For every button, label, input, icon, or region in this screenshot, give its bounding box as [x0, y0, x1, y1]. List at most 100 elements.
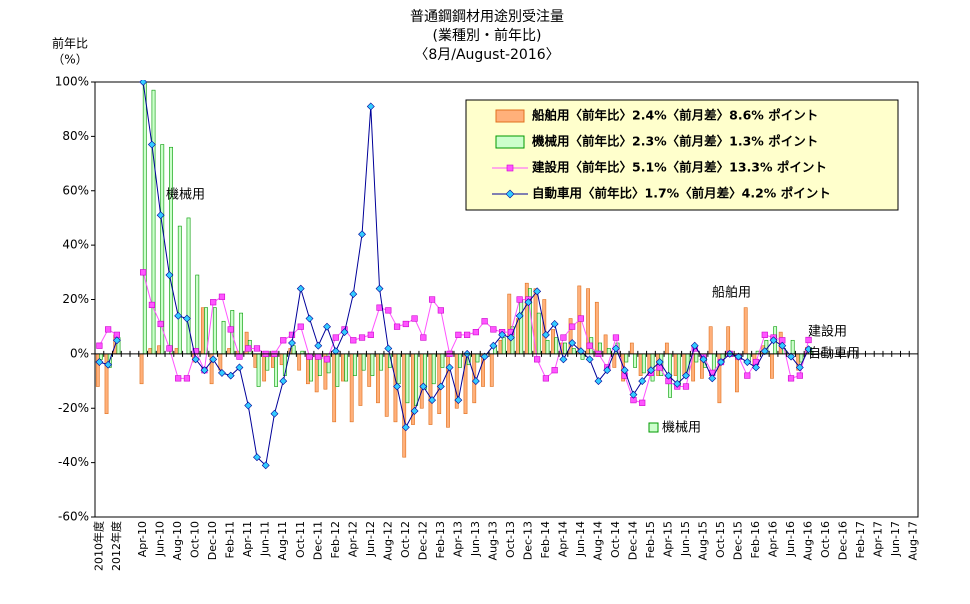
- marker: [411, 315, 418, 322]
- bar: [554, 337, 559, 355]
- x-tick-label: Aug-12: [381, 521, 394, 560]
- marker: [227, 326, 234, 333]
- marker: [112, 336, 121, 345]
- marker: [191, 355, 200, 364]
- marker: [638, 377, 647, 385]
- marker: [288, 331, 296, 338]
- bar: [239, 312, 243, 355]
- marker: [743, 358, 752, 366]
- marker: [105, 326, 112, 333]
- x-tick-label: Feb-16: [749, 521, 762, 558]
- marker: [332, 334, 339, 341]
- marker: [787, 375, 795, 382]
- bar: [440, 353, 445, 368]
- bar: [501, 337, 506, 355]
- marker: [559, 355, 568, 364]
- marker: [174, 311, 183, 320]
- x-tick-label: Dec-12: [416, 521, 429, 560]
- bar: [571, 348, 576, 355]
- marker: [639, 399, 646, 406]
- bar: [332, 353, 337, 423]
- bar: [218, 353, 223, 371]
- bar: [376, 353, 380, 404]
- marker: [481, 318, 488, 325]
- bar: [458, 353, 462, 368]
- marker: [306, 353, 313, 360]
- marker: [402, 320, 409, 328]
- marker: [367, 331, 374, 338]
- bar: [177, 225, 182, 355]
- bar: [142, 81, 147, 355]
- marker: [375, 284, 384, 293]
- marker: [533, 287, 542, 296]
- marker: [778, 341, 787, 350]
- marker: [226, 371, 235, 380]
- marker: [796, 372, 803, 379]
- bar: [405, 353, 410, 404]
- x-tick-label: Apr-16: [767, 521, 780, 557]
- marker: [454, 396, 463, 405]
- bar: [349, 353, 354, 423]
- x-tick-label: Oct-15: [714, 521, 727, 558]
- x-tick-label: Dec-10: [206, 521, 219, 560]
- marker: [280, 337, 287, 344]
- y-tick-label: 80%: [62, 129, 89, 143]
- bar: [664, 342, 669, 355]
- bar: [743, 307, 748, 355]
- x-tick-label: Apr-17: [872, 521, 885, 557]
- bar: [253, 353, 258, 368]
- marker: [261, 461, 270, 470]
- marker: [140, 269, 147, 276]
- bar: [790, 339, 795, 355]
- marker: [200, 366, 209, 375]
- bar: [580, 353, 585, 360]
- marker: [401, 423, 410, 432]
- x-tick-label: Feb-12: [329, 521, 342, 558]
- bar: [169, 146, 173, 355]
- marker: [279, 377, 288, 385]
- x-tick-label: Apr-11: [241, 521, 254, 557]
- marker: [183, 314, 191, 323]
- marker: [244, 401, 253, 410]
- bar: [148, 348, 153, 355]
- x-tick-label: Aug-17: [907, 521, 920, 560]
- marker: [385, 307, 392, 314]
- marker: [699, 355, 708, 364]
- marker: [175, 375, 182, 382]
- marker: [569, 323, 576, 330]
- x-tick-label: Aug-14: [591, 521, 604, 560]
- x-tick-label: Aug-11: [276, 521, 289, 560]
- bar: [419, 353, 424, 409]
- legend-label: 船舶用〈前年比〉2.4%〈前月差〉8.6% ポイント: [532, 108, 818, 123]
- annotation-swatch: [648, 422, 659, 433]
- y-tick-label: 100%: [55, 75, 89, 89]
- marker: [647, 366, 655, 375]
- x-tick-label: Feb-11: [224, 521, 237, 558]
- x-tick-label: Oct-11: [294, 521, 307, 558]
- bar: [624, 353, 629, 363]
- bar: [770, 353, 774, 379]
- marker: [165, 271, 174, 279]
- marker: [455, 331, 462, 338]
- bar: [594, 301, 599, 355]
- marker: [236, 353, 243, 360]
- marker: [253, 453, 261, 462]
- marker: [183, 375, 191, 382]
- marker: [472, 329, 479, 336]
- marker: [210, 299, 217, 306]
- legend-marker: [505, 189, 515, 199]
- marker: [350, 337, 357, 344]
- marker: [393, 323, 401, 330]
- marker: [568, 339, 577, 347]
- bar: [428, 353, 433, 425]
- marker: [489, 341, 498, 350]
- bar: [489, 353, 494, 387]
- marker: [752, 363, 760, 372]
- marker: [655, 358, 664, 366]
- bar: [603, 334, 608, 355]
- marker: [340, 328, 349, 337]
- bar: [551, 329, 555, 355]
- marker: [315, 353, 322, 360]
- y-tick-label: 20%: [62, 292, 89, 306]
- marker: [603, 366, 612, 375]
